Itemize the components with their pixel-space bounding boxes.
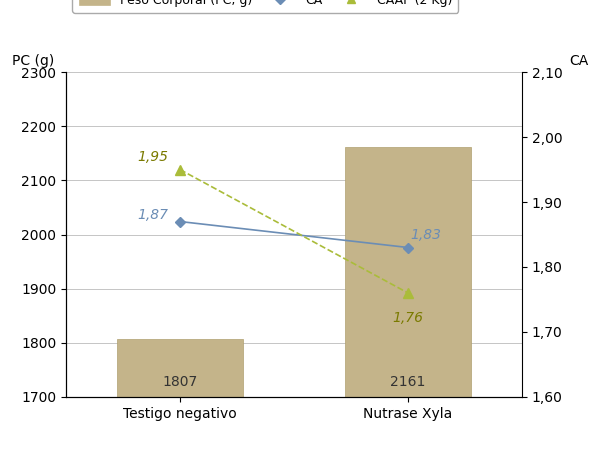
Text: 1,95: 1,95 — [137, 150, 168, 164]
Text: 1,87: 1,87 — [137, 207, 168, 221]
Text: 1,83: 1,83 — [411, 228, 442, 242]
Bar — [118, 339, 242, 451]
Text: 1,76: 1,76 — [392, 312, 424, 326]
Bar — [346, 147, 470, 451]
Text: PC (g): PC (g) — [12, 54, 54, 68]
Text: CA: CA — [569, 54, 588, 68]
Text: 1807: 1807 — [163, 375, 197, 389]
Legend: Peso Corporal (PC, g), CA, CAAP (2 Kg): Peso Corporal (PC, g), CA, CAAP (2 Kg) — [72, 0, 458, 13]
Text: 2161: 2161 — [391, 375, 425, 389]
